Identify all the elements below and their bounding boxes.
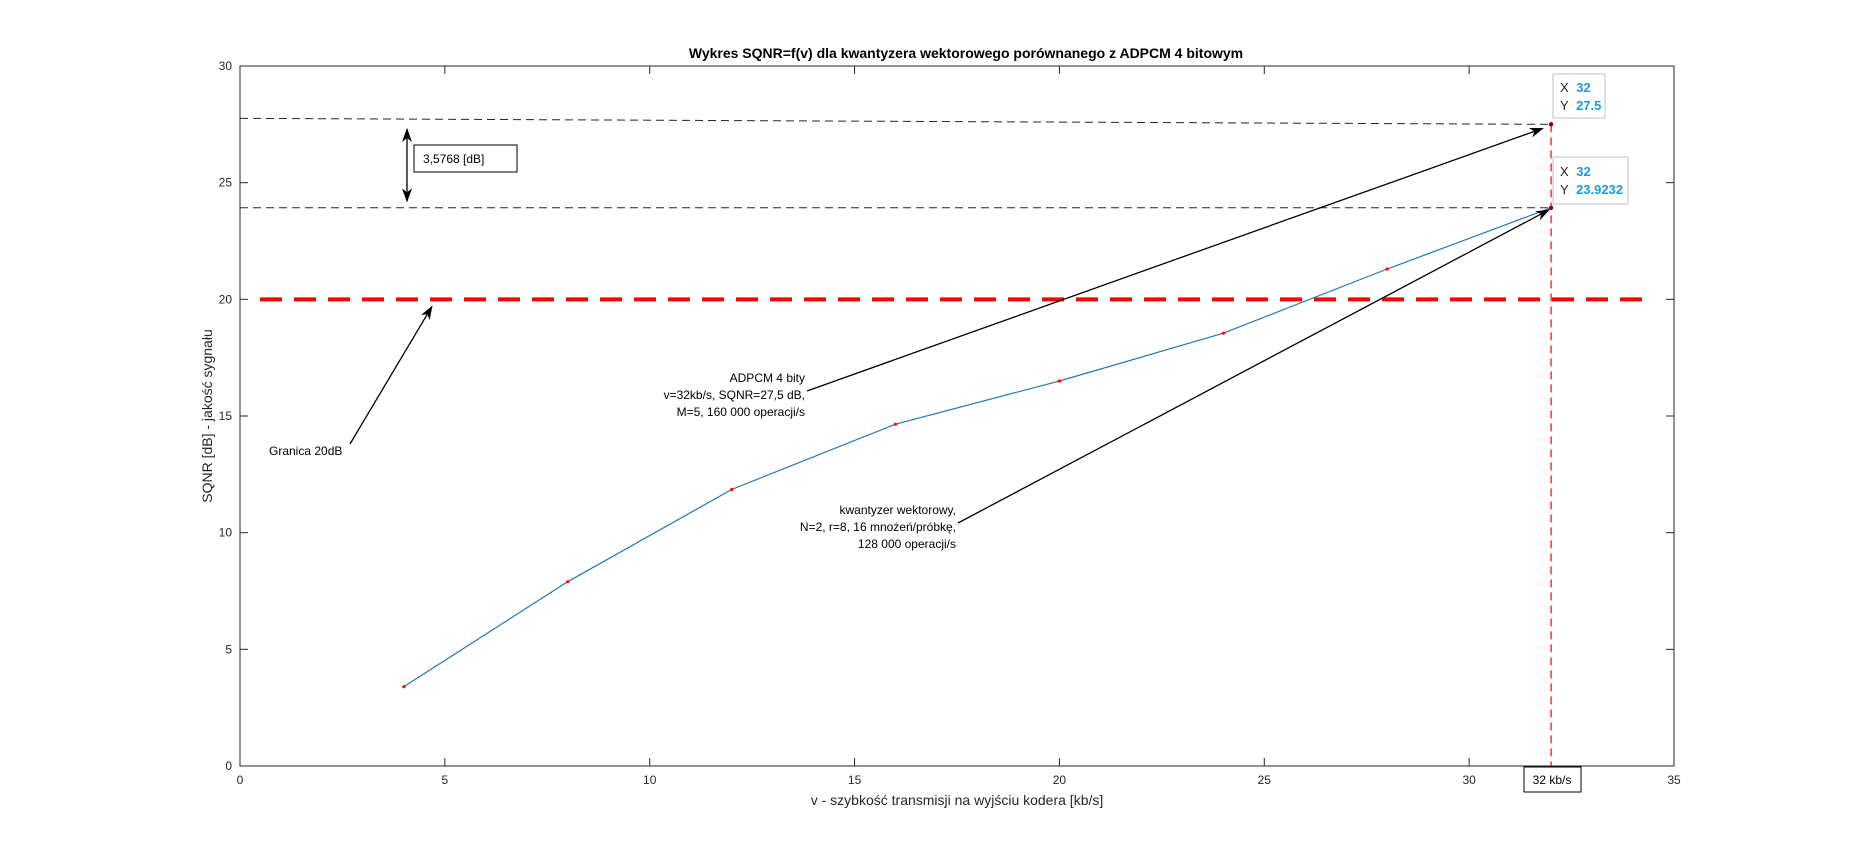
adpcm-point: [1548, 122, 1554, 127]
datatip-adpcm-y-label: Y: [1560, 98, 1569, 113]
y-tick-label: 30: [219, 59, 233, 73]
chart-title: Wykres SQNR=f(v) dla kwantyzera wektorow…: [689, 45, 1243, 61]
datatip-adpcm[interactable]: X 32 Y 27.5: [1552, 73, 1606, 119]
x-tick-label: 15: [848, 773, 862, 787]
data-point: [566, 580, 570, 584]
datatip-vq-x-label: X: [1560, 164, 1569, 179]
diff-label-box: [413, 144, 518, 173]
data-point: [893, 422, 898, 426]
granica-arrow: [349, 305, 433, 445]
x-tick-label: 35: [1667, 773, 1681, 787]
datatip-vq[interactable]: X 32 Y 23.9232: [1552, 156, 1629, 205]
vq-label-line-3: 128 000 operacji/s: [858, 537, 956, 551]
datatip-adpcm-x-value: 32: [1576, 80, 1590, 95]
x-tick-label: 30: [1462, 773, 1476, 787]
adpcm-annotation: ADPCM 4 bity v=32kb/s, SQNR=27,5 dB, M=5…: [664, 371, 805, 419]
y-tick-label: 25: [219, 176, 233, 190]
rate-box: [1523, 766, 1582, 793]
datatip-vq-y-label: Y: [1560, 182, 1569, 197]
vq-series-line: [403, 207, 1552, 688]
datatip-vq-x-value: 32: [1576, 164, 1590, 179]
data-point: [1057, 379, 1062, 383]
vq-point-highlight: [1548, 205, 1554, 210]
vq-annotation: kwantyzer wektorowy, N=2, r=8, 16 mnożeń…: [800, 503, 956, 551]
y-tick-label: 20: [219, 292, 233, 306]
x-tick-label: 25: [1258, 773, 1272, 787]
annotation-arrows: [349, 127, 1550, 524]
adpcm-reference-line: [239, 117, 1552, 125]
svg-text:X 32: X 32: [1560, 164, 1591, 179]
adpcm-label-line-2: v=32kb/s, SQNR=27,5 dB,: [664, 388, 805, 402]
adpcm-label-line-1: ADPCM 4 bity: [730, 371, 805, 385]
vq-label-line-1: kwantyzer wektorowy,: [840, 503, 956, 517]
x-axis-label: v - szybkość transmisji na wyjściu koder…: [811, 792, 1104, 808]
datatip-adpcm-x-label: X: [1560, 80, 1569, 95]
y-tick-label: 5: [225, 642, 232, 656]
y-tick-label: 15: [219, 409, 233, 423]
data-point: [402, 685, 406, 689]
rate-box-label: 32 kb/s: [1533, 773, 1572, 787]
datatip-adpcm-y-value: 27.5: [1576, 98, 1601, 113]
data-point: [1385, 267, 1389, 271]
svg-text:X 32: X 32: [1560, 80, 1591, 95]
diff-label: 3,5768 [dB]: [423, 152, 484, 166]
datatip-adpcm-box: [1552, 73, 1606, 119]
diff-annotation: 3,5768 [dB]: [413, 144, 518, 173]
y-axis-label: SQNR [dB] - jakość sygnału: [199, 329, 215, 503]
rate-annotation: 32 kb/s: [1523, 766, 1582, 793]
svg-text:Y 23.9232: Y 23.9232: [1560, 182, 1623, 197]
y-tick-label: 10: [219, 526, 233, 540]
datatip-vq-y-value: 23.9232: [1576, 182, 1623, 197]
x-tick-label: 10: [643, 773, 657, 787]
vq-arrow: [957, 209, 1550, 524]
x-tick-label: 20: [1053, 773, 1067, 787]
x-tick-label: 5: [442, 773, 449, 787]
reference-lines: [239, 117, 1552, 766]
adpcm-label-line-3: M=5, 160 000 operacji/s: [677, 405, 805, 419]
y-tick-label: 0: [225, 759, 232, 773]
granica-label: Granica 20dB: [269, 444, 342, 458]
y-axis-ticks: 0 5 10 15 20 25 30: [219, 59, 1674, 773]
x-tick-label: 0: [237, 773, 244, 787]
data-point: [730, 487, 734, 492]
adpcm-arrow: [806, 127, 1544, 392]
vq-series: [402, 122, 1554, 689]
x-axis-ticks: 0 5 10 15 20 25 30 35: [237, 66, 1681, 787]
vq-label-line-2: N=2, r=8, 16 mnożeń/próbkę,: [800, 520, 956, 534]
datatip-vq-box: [1552, 156, 1629, 205]
svg-text:Y 27.5: Y 27.5: [1560, 98, 1601, 113]
data-point: [1221, 331, 1225, 335]
plot-area: [239, 65, 1675, 767]
